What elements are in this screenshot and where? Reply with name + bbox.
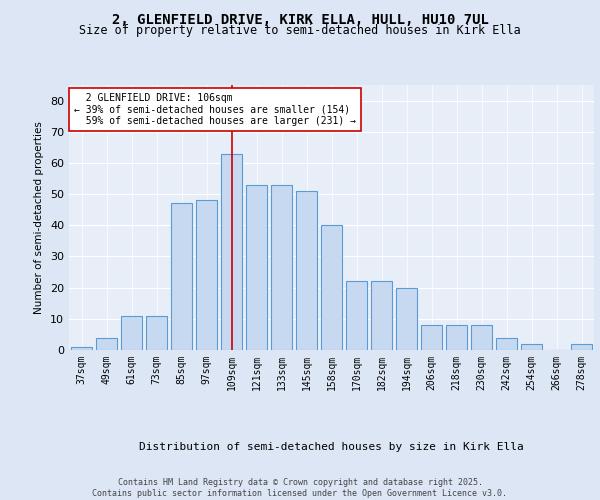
Bar [321, 226, 342, 350]
Bar [346, 282, 367, 350]
Bar [496, 338, 517, 350]
Bar [396, 288, 417, 350]
Bar [196, 200, 217, 350]
Bar [221, 154, 242, 350]
Bar [246, 185, 267, 350]
Bar [296, 191, 317, 350]
Bar [371, 282, 392, 350]
Text: Contains HM Land Registry data © Crown copyright and database right 2025.
Contai: Contains HM Land Registry data © Crown c… [92, 478, 508, 498]
Bar [446, 325, 467, 350]
Bar [271, 185, 292, 350]
Bar [146, 316, 167, 350]
Text: 2 GLENFIELD DRIVE: 106sqm
← 39% of semi-detached houses are smaller (154)
  59% : 2 GLENFIELD DRIVE: 106sqm ← 39% of semi-… [74, 93, 356, 126]
Bar [571, 344, 592, 350]
Text: 2, GLENFIELD DRIVE, KIRK ELLA, HULL, HU10 7UL: 2, GLENFIELD DRIVE, KIRK ELLA, HULL, HU1… [112, 12, 488, 26]
Bar [471, 325, 492, 350]
Bar [121, 316, 142, 350]
Bar [421, 325, 442, 350]
Bar [96, 338, 117, 350]
Bar [71, 347, 92, 350]
Y-axis label: Number of semi-detached properties: Number of semi-detached properties [34, 121, 44, 314]
Text: Distribution of semi-detached houses by size in Kirk Ella: Distribution of semi-detached houses by … [139, 442, 524, 452]
Bar [521, 344, 542, 350]
Bar [171, 204, 192, 350]
Text: Size of property relative to semi-detached houses in Kirk Ella: Size of property relative to semi-detach… [79, 24, 521, 37]
